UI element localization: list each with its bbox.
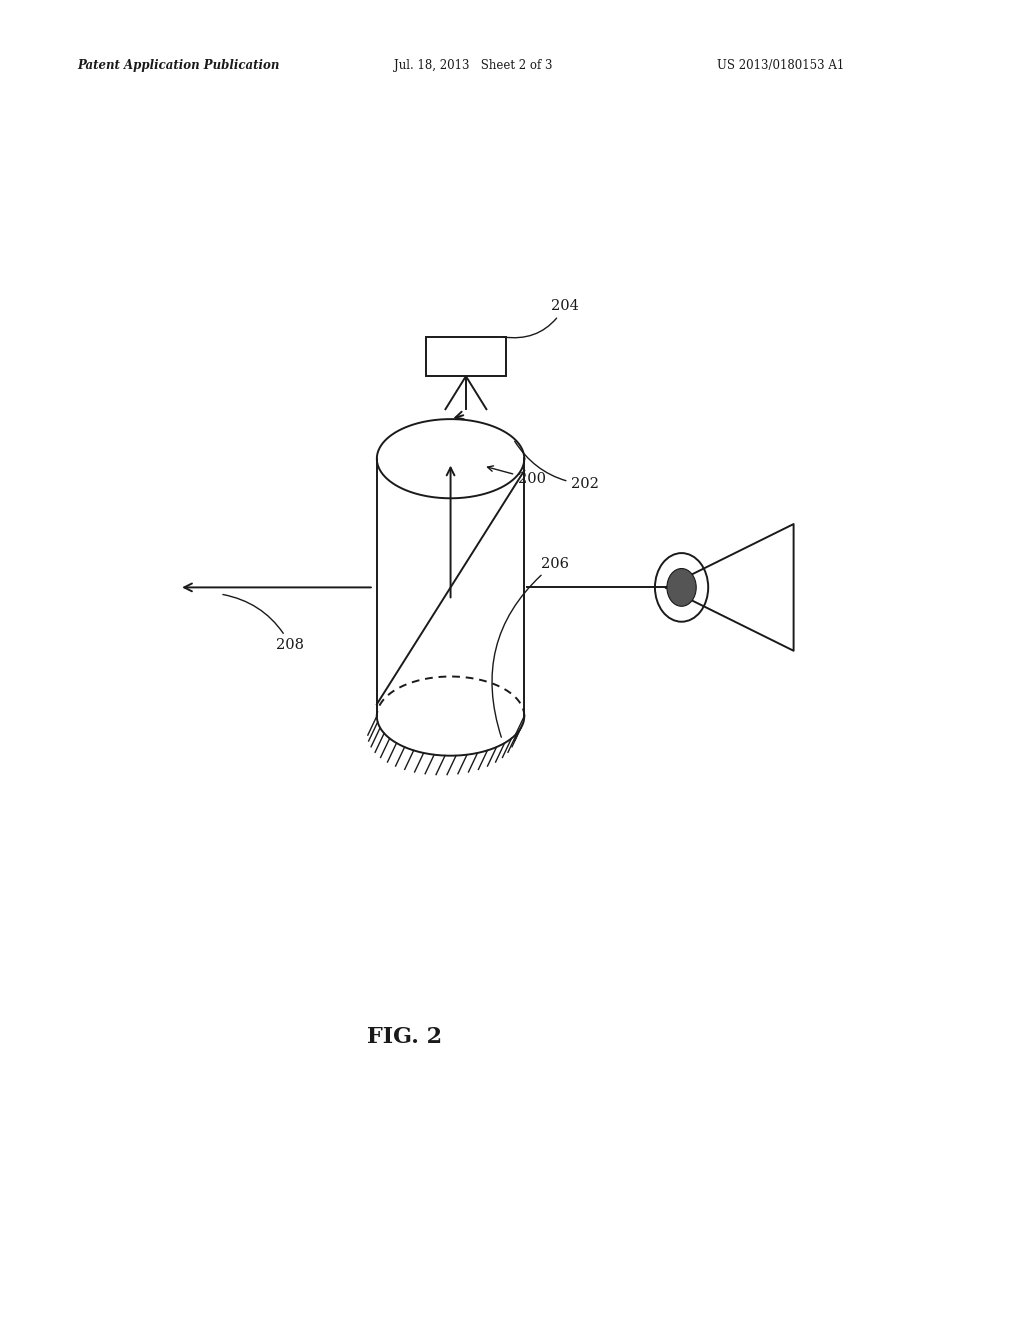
Text: Jul. 18, 2013   Sheet 2 of 3: Jul. 18, 2013 Sheet 2 of 3 xyxy=(394,59,553,73)
Text: 200: 200 xyxy=(487,466,546,486)
Circle shape xyxy=(667,569,696,606)
Text: 204: 204 xyxy=(504,300,579,338)
Text: 202: 202 xyxy=(515,441,599,491)
Text: 208: 208 xyxy=(223,594,304,652)
Text: Patent Application Publication: Patent Application Publication xyxy=(77,59,280,73)
Text: 206: 206 xyxy=(492,557,568,737)
Text: US 2013/0180153 A1: US 2013/0180153 A1 xyxy=(717,59,844,73)
Bar xyxy=(426,337,506,376)
Text: FIG. 2: FIG. 2 xyxy=(367,1026,442,1048)
